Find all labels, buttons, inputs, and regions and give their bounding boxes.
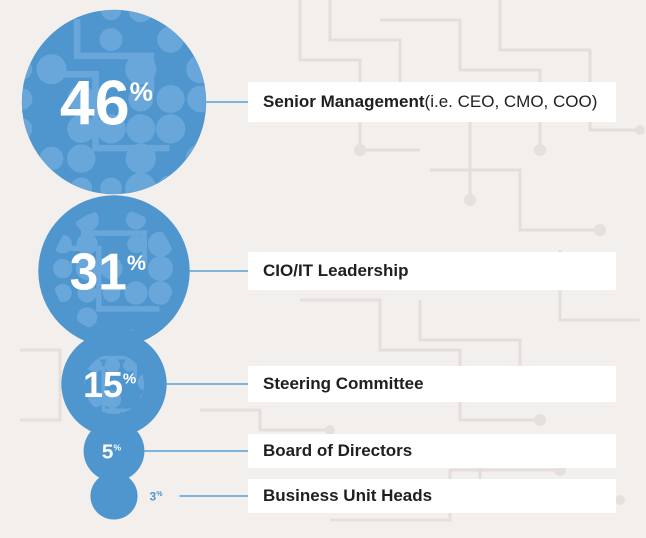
pct-label-steering-committee: 15% <box>83 365 136 405</box>
category-label-business-unit-heads: Business Unit Heads <box>248 479 616 513</box>
category-label-cio-it-leadership: CIO/IT Leadership <box>248 252 616 290</box>
category-name: CIO/IT Leadership <box>263 261 409 280</box>
pct-label-senior-management: 46% <box>60 69 153 139</box>
bubble-board-of-directors <box>83 420 145 482</box>
pct-label-business-unit-heads: 3% <box>150 489 164 503</box>
category-label-steering-committee: Steering Committee <box>248 366 616 402</box>
bubble-steering-committee <box>61 331 167 437</box>
category-name: Steering Committee <box>263 374 424 393</box>
pct-label-cio-it-leadership: 31% <box>70 243 147 301</box>
category-name: Senior Management <box>263 92 425 111</box>
category-label-board-of-directors: Board of Directors <box>248 434 616 468</box>
bubble-business-unit-heads <box>90 472 138 520</box>
category-label-senior-management: Senior Management (i.e. CEO, CMO, COO) <box>248 82 616 122</box>
pct-label-board-of-directors: 5% <box>102 440 122 463</box>
category-note: (i.e. CEO, CMO, COO) <box>424 92 598 111</box>
category-name: Board of Directors <box>263 441 413 460</box>
category-name: Business Unit Heads <box>263 486 433 505</box>
bubble-cio-it-leadership <box>38 195 190 347</box>
